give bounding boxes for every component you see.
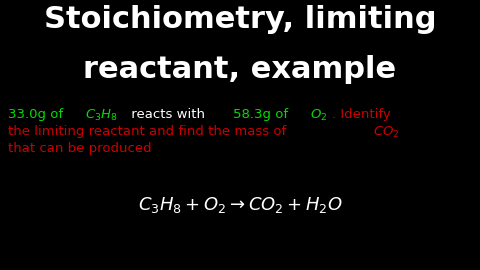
Text: . Identify: . Identify: [332, 108, 391, 121]
Text: the limiting reactant and find the mass of: the limiting reactant and find the mass …: [8, 125, 290, 138]
Text: reactant, example: reactant, example: [84, 55, 396, 84]
Text: $C_3H_8 + O_2 \rightarrow CO_2 + H_2O$: $C_3H_8 + O_2 \rightarrow CO_2 + H_2O$: [138, 195, 342, 215]
Text: 33.0g of: 33.0g of: [8, 108, 67, 121]
Text: $C_3H_8$: $C_3H_8$: [84, 108, 117, 123]
Text: that can be produced: that can be produced: [8, 142, 152, 155]
Text: Stoichiometry, limiting: Stoichiometry, limiting: [44, 5, 436, 34]
Text: $CO_2$: $CO_2$: [372, 125, 399, 140]
Text: $O_2$: $O_2$: [310, 108, 327, 123]
Text: reacts with: reacts with: [127, 108, 209, 121]
Text: 58.3g of: 58.3g of: [233, 108, 292, 121]
